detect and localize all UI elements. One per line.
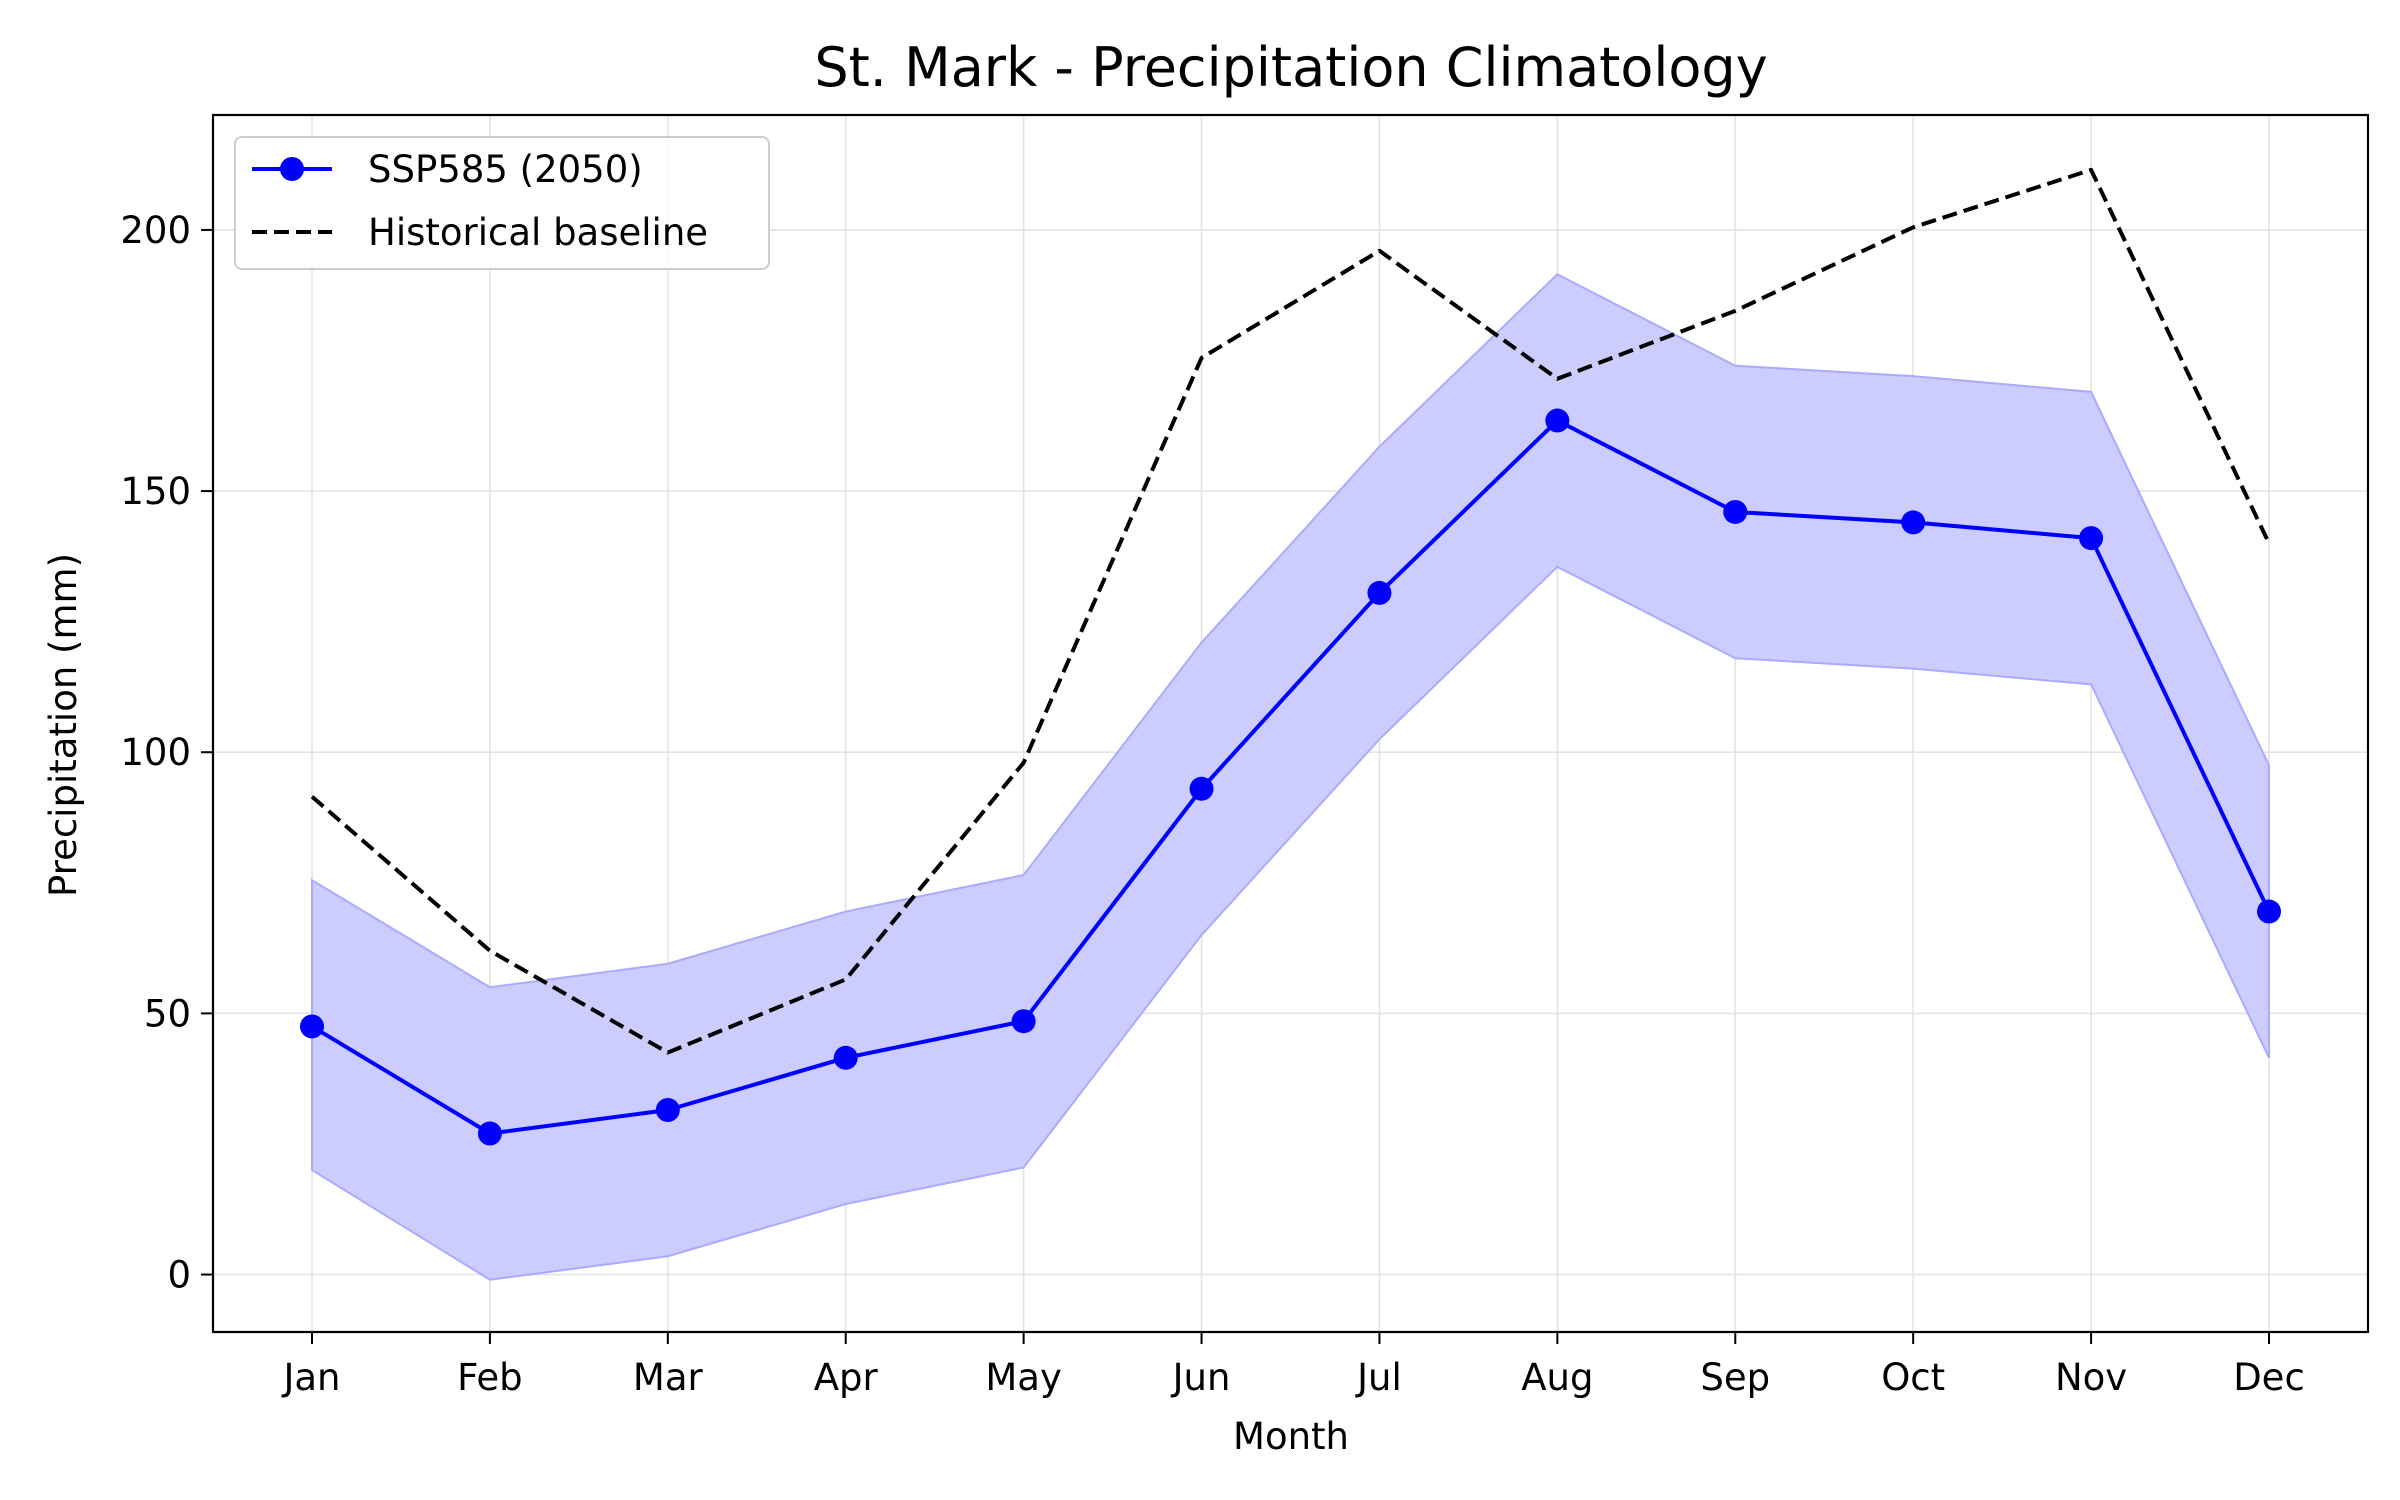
ssp585-2050-point [1723, 499, 1748, 524]
ssp585-2050-point [1367, 580, 1392, 605]
x-axis-ticks: Jan Feb Mar Apr May Jun Jul Aug Sep Oct Nov Dec [281, 1332, 2305, 1399]
x-tick-label: Feb [457, 1356, 523, 1399]
ssp585-2050-point [2079, 526, 2104, 551]
ssp585-2050-point [1545, 408, 1570, 433]
ssp585-2050-point [300, 1014, 324, 1039]
x-tick-label: Jun [1171, 1356, 1231, 1399]
x-tick-label: Aug [1521, 1356, 1593, 1399]
y-axis-ticks: 0 50 100 150 200 [120, 209, 213, 1297]
legend-box [234, 136, 770, 270]
uncertainty-band [311, 273, 2270, 1281]
x-tick-label: Nov [2055, 1356, 2127, 1399]
ssp585-2050-point [1011, 1009, 1036, 1034]
y-tick-label: 100 [120, 731, 191, 774]
x-tick-label: Jan [281, 1356, 340, 1399]
ssp585-2050-point [477, 1121, 502, 1146]
historical-baseline-legend-label: Historical baseline [368, 211, 708, 254]
y-tick-label: 150 [120, 470, 191, 513]
chart-title: St. Mark - Precipitation Climatology [814, 36, 1767, 99]
historical-baseline-line [310, 167, 2271, 1055]
x-tick-label: Jul [1355, 1356, 1402, 1399]
x-tick-label: May [985, 1356, 1062, 1399]
legend: SSP585 (2050) Historical baseline [234, 136, 770, 270]
x-tick-label: Dec [2233, 1356, 2305, 1399]
series-lines [310, 167, 2271, 1136]
ssp585-2050-point [1189, 776, 1214, 801]
y-tick-label: 50 [144, 992, 191, 1035]
ssp585-range-band [311, 273, 2270, 1281]
plot-area-frame [211, 113, 2370, 1334]
y-axis-label: Precipitation (mm) [42, 553, 85, 897]
ssp585-2050-point [1901, 510, 1926, 535]
series-markers [300, 408, 2281, 1146]
ssp585-2050-point [2257, 899, 2281, 924]
ssp585-2050-line [310, 418, 2271, 1136]
y-tick-label: 0 [167, 1254, 191, 1297]
x-tick-label: Oct [1881, 1356, 1945, 1399]
x-tick-label: Mar [633, 1356, 704, 1399]
ssp585-2050-point [833, 1045, 858, 1070]
x-axis-label: Month [1233, 1415, 1349, 1458]
x-tick-label: Apr [814, 1356, 879, 1399]
ssp585-2050-legend-marker [280, 157, 304, 181]
ssp585-2050-legend-label: SSP585 (2050) [368, 148, 643, 191]
ssp585-2050-point [655, 1098, 680, 1123]
x-tick-label: Sep [1700, 1356, 1770, 1399]
y-tick-label: 200 [120, 209, 191, 252]
